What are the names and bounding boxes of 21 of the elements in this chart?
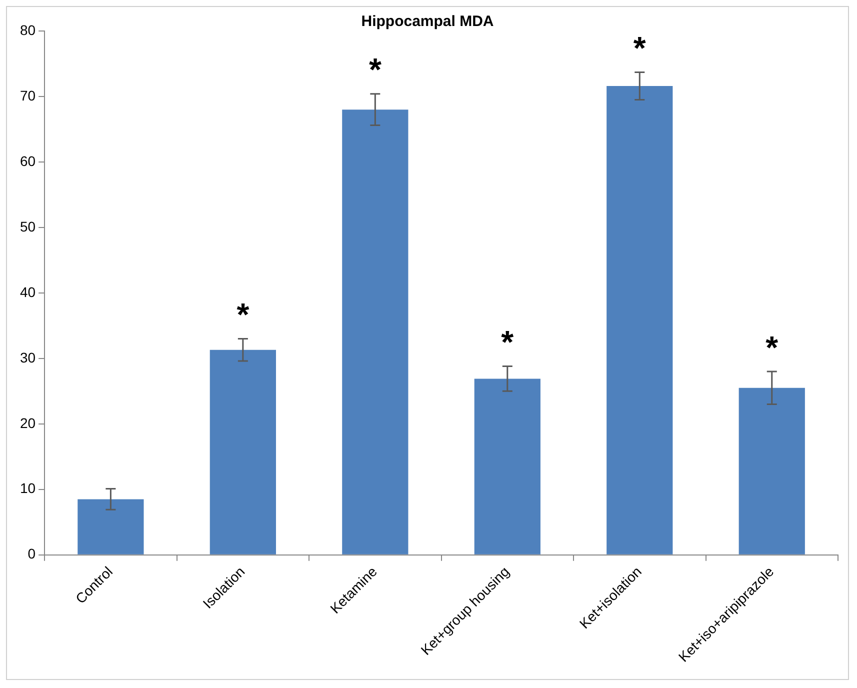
chart-title: Hippocampal MDA <box>361 13 494 30</box>
data-label: * <box>236 296 250 333</box>
bar <box>606 86 673 554</box>
y-tick-label: 30 <box>20 349 36 366</box>
y-tick-label: 60 <box>20 152 36 169</box>
data-label: * <box>368 52 382 88</box>
y-tick-label: 70 <box>20 87 36 104</box>
y-tick-label: 20 <box>20 414 36 431</box>
data-label: * <box>633 30 646 66</box>
y-tick-label: 80 <box>20 22 36 38</box>
data-label: * <box>766 329 779 366</box>
y-tick-label: 0 <box>28 546 36 562</box>
bar <box>738 388 805 554</box>
y-tick-label: 40 <box>20 284 36 300</box>
bar <box>210 350 276 554</box>
y-tick-label: 50 <box>20 218 36 234</box>
data-label: * <box>501 324 514 360</box>
bar <box>342 110 408 554</box>
bar <box>78 499 144 554</box>
bar <box>474 378 540 554</box>
y-tick-label: 10 <box>20 480 36 496</box>
